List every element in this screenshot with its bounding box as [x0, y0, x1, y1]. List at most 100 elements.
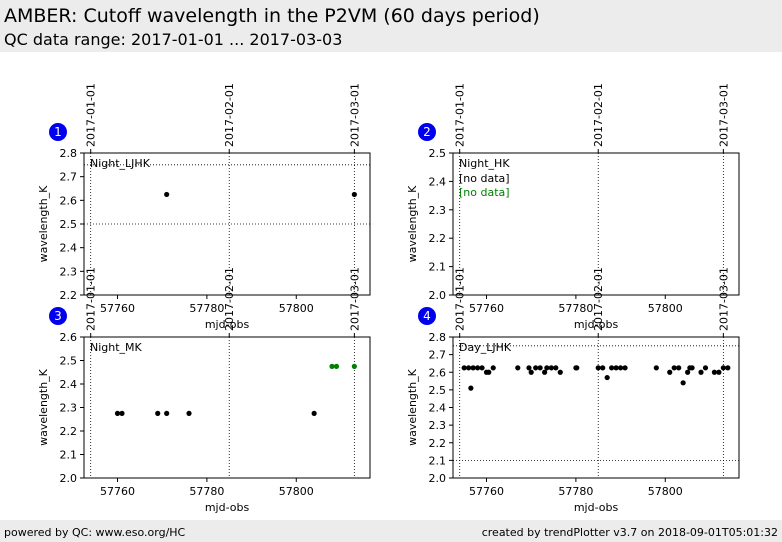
data-point: [553, 365, 559, 371]
y-tick-label: 2.0: [429, 289, 447, 302]
panel-number-badge: [49, 307, 67, 325]
y-tick-label: 2.7: [429, 349, 447, 362]
y-tick-label: 2.4: [429, 175, 447, 188]
plot-frame: [83, 336, 371, 479]
data-point: [474, 365, 481, 371]
date-tick-label: 2017-03-01: [717, 267, 730, 331]
y-tick-label: 2.2: [429, 437, 447, 450]
data-point: [526, 365, 532, 371]
date-tick-label: 2017-01-01: [454, 267, 467, 331]
data-point: [711, 369, 718, 375]
y-tick-label: 2.8: [60, 147, 78, 160]
date-tick-label: 2017-03-01: [717, 83, 730, 147]
data-point: [466, 365, 472, 371]
no-data-note: [no data]: [459, 186, 510, 199]
data-point: [479, 365, 485, 371]
y-tick-label: 2.3: [60, 402, 78, 415]
data-point: [604, 374, 610, 381]
data-point: [716, 369, 722, 375]
x-tick-label: 57800: [279, 302, 314, 315]
data-point: [164, 191, 170, 198]
page-subtitle: QC data range: 2017-01-01 ... 2017-03-03: [4, 30, 343, 49]
date-tick-label: 2017-02-01: [223, 267, 236, 331]
page-title: AMBER: Cutoff wavelength in the P2VM (60…: [4, 5, 540, 27]
x-tick-label: 57760: [100, 302, 135, 315]
y-tick-label: 2.0: [60, 472, 78, 485]
panel-label: Night_LJHK: [90, 157, 151, 170]
data-point: [613, 365, 619, 371]
plot-frame: [452, 152, 740, 296]
date-tick-label: 2017-03-01: [348, 267, 361, 331]
data-point: [119, 410, 125, 416]
x-tick-label: 57780: [189, 485, 224, 498]
data-point: [311, 410, 317, 416]
date-tick-label: 2017-02-01: [592, 83, 605, 147]
y-tick-label: 2.3: [429, 204, 447, 217]
data-point: [461, 365, 467, 371]
data-point: [667, 369, 673, 375]
x-axis-label: mjd-obs: [574, 318, 619, 331]
y-tick-label: 2.1: [429, 454, 447, 467]
data-point: [544, 365, 550, 371]
panel-number-badge: [418, 307, 436, 325]
y-tick-label: 2.6: [60, 194, 78, 207]
x-tick-label: 57800: [648, 302, 683, 315]
data-point: [600, 365, 606, 371]
x-axis-label: mjd-obs: [205, 318, 250, 331]
highlight-point: [329, 363, 335, 369]
data-point: [186, 410, 192, 416]
panel-number: 3: [54, 309, 62, 323]
y-tick-label: 2.2: [60, 289, 78, 302]
footer-credit: powered by QC: www.eso.org/HC: [4, 526, 186, 539]
plot-frame: [452, 336, 740, 479]
date-tick-label: 2017-01-01: [85, 267, 98, 331]
y-tick-label: 2.3: [60, 265, 78, 278]
panel-number: 4: [423, 309, 431, 323]
date-tick-label: 2017-01-01: [85, 83, 98, 147]
panel-number: 2: [423, 125, 431, 139]
y-tick-label: 2.1: [60, 449, 78, 462]
data-point: [548, 365, 554, 371]
data-point: [595, 365, 601, 371]
y-tick-label: 2.0: [429, 472, 447, 485]
x-tick-label: 57760: [469, 485, 504, 498]
y-tick-label: 2.4: [429, 402, 447, 415]
data-point: [617, 365, 624, 371]
y-tick-label: 2.2: [429, 232, 447, 245]
data-point: [574, 365, 580, 371]
panel-label: Night_MK: [90, 341, 143, 354]
panel-number-badge: [49, 123, 67, 141]
no-data-note: [no data]: [459, 172, 510, 185]
y-axis-label: wavelength_K: [37, 368, 50, 446]
report-header: AMBER: Cutoff wavelength in the P2VM (60…: [0, 0, 782, 52]
data-point: [351, 191, 357, 198]
data-point: [725, 365, 731, 371]
data-point: [702, 365, 709, 371]
y-tick-label: 2.6: [60, 331, 78, 344]
y-tick-label: 2.5: [60, 218, 78, 231]
highlight-point: [351, 363, 357, 369]
data-point: [676, 365, 682, 371]
x-axis-label: mjd-obs: [574, 501, 619, 514]
y-tick-label: 2.3: [429, 419, 447, 432]
data-point: [533, 365, 539, 371]
y-axis-label: wavelength_K: [37, 185, 50, 263]
y-tick-label: 2.2: [60, 425, 78, 438]
y-tick-label: 2.5: [429, 147, 447, 160]
data-point: [698, 369, 704, 375]
date-tick-label: 2017-02-01: [223, 83, 236, 147]
data-point: [680, 380, 686, 386]
date-tick-label: 2017-03-01: [348, 83, 361, 147]
data-point: [653, 365, 659, 371]
panel-label: Day_LJHK: [459, 341, 512, 354]
data-point: [164, 410, 170, 416]
data-point: [528, 369, 534, 375]
data-point: [689, 365, 695, 371]
data-point: [685, 369, 691, 375]
y-tick-label: 2.5: [60, 355, 78, 368]
y-axis-label: wavelength_K: [406, 368, 419, 446]
x-tick-label: 57780: [189, 302, 224, 315]
footer-generator: created by trendPlotter v3.7 on 2018-09-…: [481, 526, 778, 539]
y-tick-label: 2.1: [429, 261, 447, 274]
